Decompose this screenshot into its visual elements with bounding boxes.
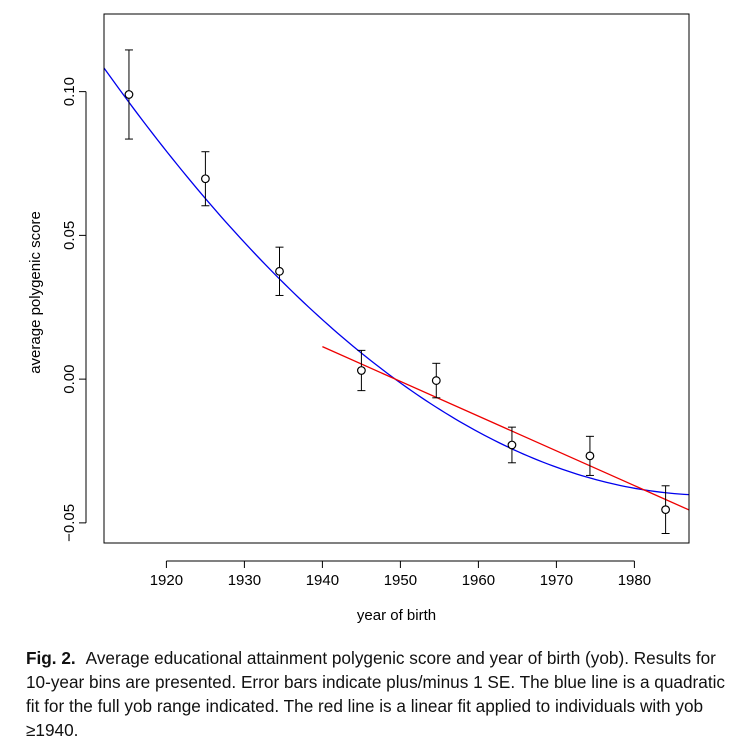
figure-caption: Fig. 2. Average educational attainment po… [26,646,726,742]
linear-fit-line [322,346,689,511]
x-tick-label: 1920 [150,572,183,589]
data-point [585,451,595,461]
x-tick-label: 1930 [228,572,261,589]
data-point [124,90,134,99]
data-point [661,505,670,515]
plot-frame [103,13,690,544]
x-tick-label: 1950 [384,572,417,589]
data-point [275,266,284,276]
caption-text: Average educational attainment polygenic… [26,648,726,740]
data-point [357,366,366,375]
x-tick-label: 1960 [462,572,495,589]
y-tick-label: 0.00 [61,365,78,394]
y-tick-label: 0.05 [61,221,78,250]
y-tick-label: −0.05 [61,504,78,542]
x-axis-title: year of birth [357,607,436,624]
x-tick-label: 1970 [540,572,573,589]
x-tick-label: 1940 [306,572,339,589]
x-tick-label: 1980 [618,572,651,589]
figure-label: Fig. 2. [26,648,76,668]
data-point [431,376,441,385]
data-point [507,440,517,450]
y-tick-label: 0.10 [61,77,78,106]
chart: 1920 1930 1940 1950 1960 1970 1980 −0.05 0.00 0.… [27,13,690,624]
data-point [200,174,210,184]
y-axis-title: average polygenic score [27,211,44,374]
quadratic-fit-line [104,67,689,496]
